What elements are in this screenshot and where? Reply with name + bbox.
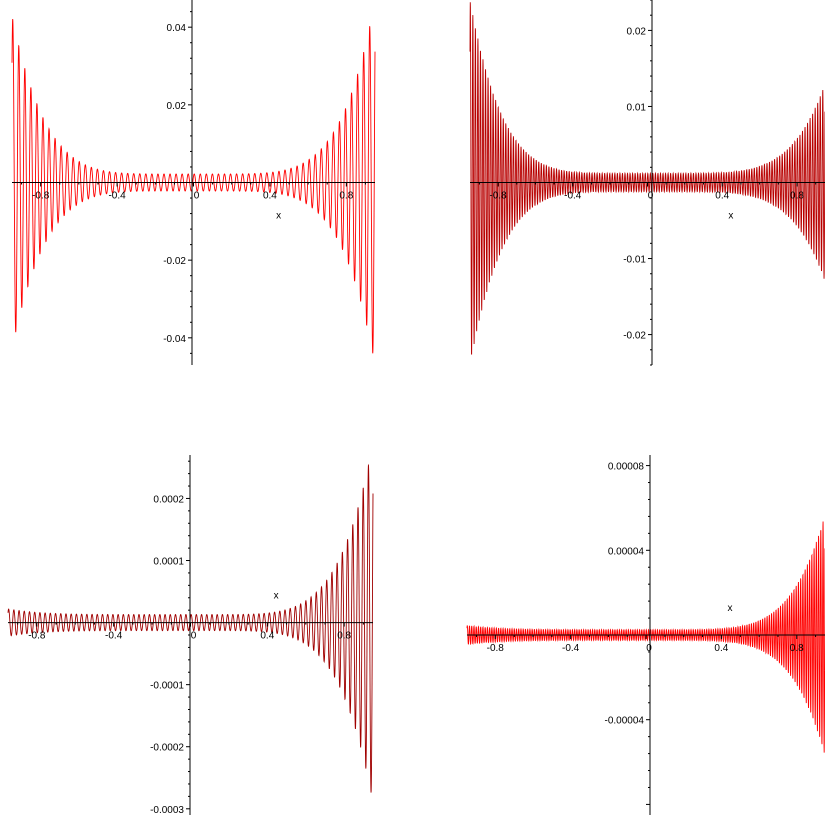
x-tick-label: 0.8: [337, 631, 351, 642]
y-tick-label: 0.02: [167, 101, 187, 112]
x-tick-label: 0.4: [260, 631, 274, 642]
plot-1: -0.8 -0.4 0 0.4 0.8 x 0.04 0.02 -0.02 -0.04: [11, 0, 376, 365]
y-tick-label: 0.04: [167, 23, 187, 34]
y-tick-label: -0.04: [163, 334, 186, 345]
y-tick-label: -0.02: [163, 256, 186, 267]
x-axis-label: x: [276, 211, 281, 222]
x-tick-label: 0.4: [714, 643, 728, 654]
x-axis-label: x: [728, 603, 733, 614]
x-tick-label: 0.8: [339, 191, 353, 202]
x-tick-label: 0.4: [715, 191, 729, 202]
series-line: [466, 521, 825, 753]
x-axis-label: x: [728, 211, 733, 222]
y-tick-label: 0.01: [627, 102, 647, 113]
x-tick-label: -0.8: [28, 631, 46, 642]
y-tick-label: -0.0003: [150, 805, 184, 816]
plot-4: -0.8 -0.4 0 0.4 0.8 x 0.00008 0.00004 -0.00004: [466, 455, 825, 815]
x-tick-label: 0: [646, 643, 652, 654]
series-line: [11, 18, 376, 354]
x-tick-label: -0.4: [564, 191, 582, 202]
x-tick-label: -0.4: [105, 631, 123, 642]
plot-3: -0.8 -0.4 0 0.4 0.8 x 0.0002 0.0001 -0.0001 -0.00…: [7, 455, 374, 816]
x-tick-label: 0: [191, 631, 197, 642]
x-tick-label: 0: [194, 191, 200, 202]
y-tick-label: -0.01: [623, 255, 646, 266]
series-line: [469, 2, 825, 355]
x-tick-label: -0.4: [108, 191, 126, 202]
y-tick-label: 0.02: [627, 26, 647, 37]
x-axis-label: x: [274, 591, 279, 602]
plot-2: -0.8 -0.4 0 0.4 0.8 x 0.02 0.01 -0.01 -0.02: [469, 0, 825, 366]
y-tick-label: 0.00008: [608, 462, 645, 473]
y-tick-label: -0.02: [623, 331, 646, 342]
y-tick-label: 0.0001: [153, 557, 184, 568]
y-tick-label: 0.00004: [608, 546, 645, 557]
x-tick-label: -0.4: [562, 643, 580, 654]
x-tick-label: -0.8: [487, 643, 505, 654]
y-tick-label: -0.0002: [150, 743, 184, 754]
x-tick-label: -0.8: [32, 191, 50, 202]
x-tick-label: 0.4: [263, 191, 277, 202]
x-tick-label: -0.8: [489, 191, 507, 202]
x-tick-label: 0.8: [790, 643, 804, 654]
x-tick-label: 0.8: [790, 191, 804, 202]
y-tick-label: -0.00004: [605, 716, 645, 727]
y-tick-label: -0.0001: [150, 681, 184, 692]
x-tick-label: 0: [648, 191, 654, 202]
y-tick-label: 0.0002: [153, 494, 184, 505]
